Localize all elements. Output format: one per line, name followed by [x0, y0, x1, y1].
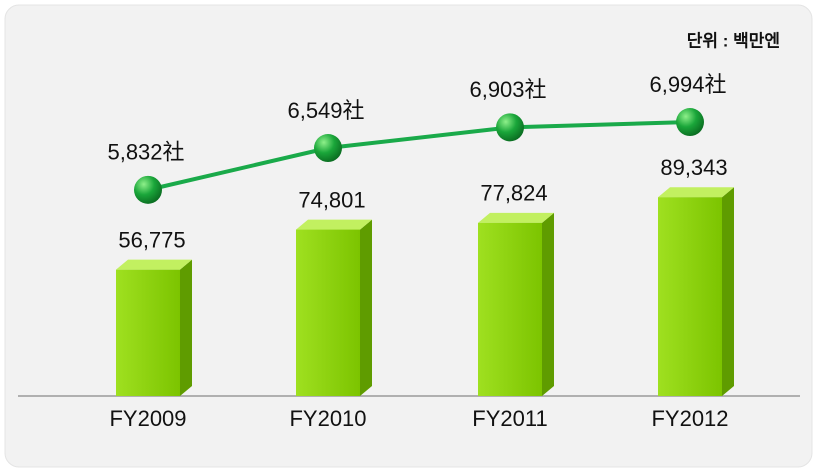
bar [116, 269, 180, 396]
bar [478, 222, 542, 396]
bar-top [296, 219, 372, 230]
x-tick-label: FY2012 [651, 406, 728, 431]
x-tick-label: FY2010 [289, 406, 366, 431]
bar-top [478, 212, 554, 223]
line-value-label: 5,832社 [107, 140, 184, 165]
bar-value-label: 77,824 [480, 181, 547, 206]
bar [296, 229, 360, 396]
line-value-label: 6,549社 [287, 98, 364, 123]
bar-value-label: 74,801 [298, 187, 365, 212]
bar-side [180, 259, 192, 396]
x-tick-label: FY2009 [109, 406, 186, 431]
bar-value-label: 89,343 [660, 155, 727, 180]
bar-top [116, 259, 192, 270]
line-marker [134, 175, 162, 204]
line-marker [314, 134, 342, 163]
bar-value-label: 56,775 [118, 227, 185, 252]
bar-side [542, 212, 554, 396]
panel [4, 4, 813, 468]
line [147, 120, 691, 192]
line-marker [496, 113, 524, 142]
x-tick-label: FY2011 [472, 406, 547, 431]
bar-top [658, 187, 734, 198]
line-value-label: 6,903社 [469, 77, 546, 102]
bar [658, 197, 722, 396]
line-value-label: 6,994社 [649, 72, 726, 97]
unit-label: 단위 : 백만엔 [687, 31, 780, 50]
bar-side [722, 187, 734, 396]
bar-side [360, 219, 372, 396]
line-marker [676, 108, 704, 137]
